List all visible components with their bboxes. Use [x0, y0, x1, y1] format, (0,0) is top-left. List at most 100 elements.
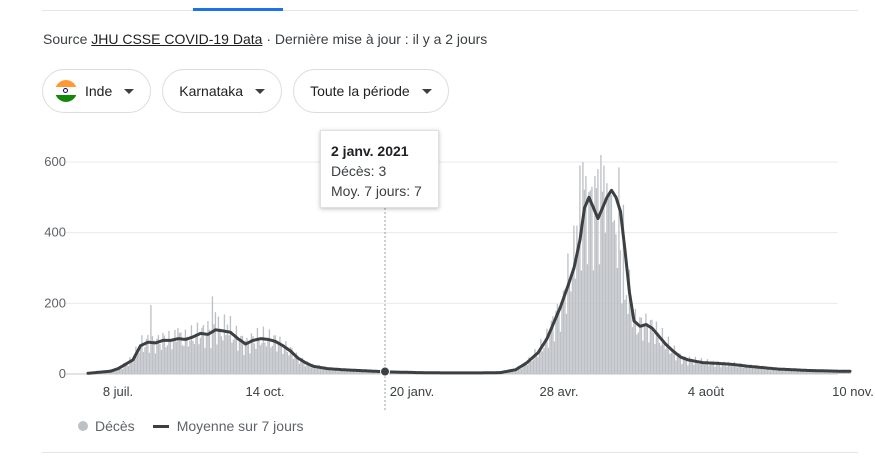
daily-death-bar — [297, 356, 299, 374]
daily-death-bar — [228, 335, 230, 374]
daily-death-bar — [217, 316, 220, 374]
daily-death-bar — [258, 338, 260, 374]
daily-death-bar — [336, 368, 338, 374]
daily-death-bar — [693, 364, 695, 374]
daily-death-bar — [358, 371, 361, 374]
daily-death-bar — [738, 365, 740, 374]
daily-death-bar — [607, 197, 610, 374]
daily-death-bar — [532, 359, 535, 374]
chevron-down-icon — [124, 88, 135, 94]
daily-death-bar — [513, 369, 515, 374]
daily-death-bar — [237, 350, 239, 374]
daily-death-bar — [601, 191, 604, 374]
daily-death-bar — [547, 347, 550, 374]
daily-death-bar — [798, 370, 800, 374]
chart-tooltip: 2 janv. 2021 Décès: 3 Moy. 7 jours: 7 — [320, 130, 439, 208]
daily-death-bar — [696, 361, 698, 374]
daily-death-bar — [352, 370, 355, 374]
period-dropdown[interactable]: Toute la période — [293, 69, 449, 113]
daily-death-bar — [732, 365, 734, 374]
daily-death-bar — [636, 334, 638, 374]
daily-death-bar — [264, 342, 266, 374]
daily-death-bar — [621, 303, 623, 374]
source-link[interactable]: JHU CSSE COVID-19 Data — [91, 31, 263, 47]
daily-death-bar — [825, 371, 827, 374]
daily-death-bar — [550, 320, 553, 374]
daily-death-bar — [543, 347, 545, 374]
daily-death-bar — [208, 329, 211, 374]
daily-death-bar — [709, 364, 712, 374]
daily-death-bar — [634, 309, 637, 374]
daily-death-bar — [301, 357, 304, 374]
daily-death-bar — [243, 355, 245, 374]
daily-death-bar — [718, 362, 721, 374]
daily-death-bar — [256, 328, 259, 374]
daily-death-bar — [619, 250, 622, 374]
daily-death-bar — [366, 371, 368, 374]
daily-death-bar — [234, 334, 236, 374]
daily-death-bar — [676, 354, 679, 374]
daily-death-bar — [156, 338, 158, 374]
daily-death-bar — [559, 331, 562, 374]
daily-death-bar — [268, 329, 271, 374]
daily-death-bar — [213, 324, 215, 374]
daily-death-bar — [612, 222, 614, 374]
daily-death-bar — [576, 225, 578, 374]
country-dropdown[interactable]: Inde — [42, 69, 152, 113]
daily-death-bar — [783, 367, 785, 374]
daily-death-bar — [162, 332, 164, 374]
daily-death-bar — [664, 349, 667, 374]
daily-death-bar — [606, 183, 608, 374]
daily-death-bar — [805, 369, 808, 374]
daily-death-bar — [291, 348, 293, 374]
daily-death-bar — [118, 366, 121, 374]
daily-death-bar — [195, 333, 197, 374]
daily-death-bar — [747, 367, 749, 374]
daily-death-bar — [571, 268, 574, 374]
daily-death-bar — [253, 343, 256, 374]
daily-death-bar — [684, 356, 686, 374]
daily-death-bar — [174, 329, 176, 374]
daily-death-bar — [259, 345, 262, 374]
daily-death-bar — [567, 253, 569, 374]
daily-death-bar — [544, 338, 547, 374]
daily-death-bar — [549, 332, 551, 374]
daily-death-bar — [679, 353, 682, 374]
daily-death-bar — [279, 336, 281, 374]
daily-death-bar — [790, 370, 793, 374]
daily-death-bar — [163, 335, 166, 374]
daily-death-bar — [568, 278, 571, 374]
daily-death-bar — [699, 363, 701, 374]
daily-death-bar — [288, 355, 290, 374]
daily-death-bar — [295, 352, 298, 374]
daily-death-bar — [681, 364, 683, 374]
daily-death-bar — [714, 366, 716, 374]
daily-death-bar — [315, 368, 317, 374]
daily-death-bar — [711, 361, 713, 374]
daily-death-bar — [262, 326, 265, 374]
daily-death-bar — [786, 370, 788, 374]
last-updated: · Dernière mise à jour : il y a 2 jours — [266, 31, 488, 47]
daily-death-bar — [154, 353, 157, 374]
daily-death-bar — [553, 341, 556, 374]
daily-death-bar — [615, 234, 617, 374]
daily-death-bar — [819, 371, 821, 374]
daily-death-bar — [333, 368, 335, 374]
region-dropdown[interactable]: Karnataka — [162, 69, 283, 113]
daily-death-bar — [765, 368, 767, 374]
daily-death-bar — [346, 369, 349, 374]
daily-death-bar — [519, 367, 521, 374]
daily-death-bar — [735, 364, 737, 374]
chevron-down-icon — [421, 88, 432, 94]
daily-death-bar — [180, 332, 182, 374]
daily-death-bar — [645, 313, 647, 374]
daily-death-bar — [640, 317, 643, 374]
tooltip-date: 2 janv. 2021 — [331, 143, 409, 159]
daily-death-bar — [727, 361, 730, 374]
daily-death-bar — [769, 370, 772, 374]
daily-death-bar — [742, 367, 745, 374]
daily-death-bar — [703, 364, 706, 374]
daily-death-bar — [603, 165, 605, 374]
daily-death-bar — [616, 268, 619, 374]
